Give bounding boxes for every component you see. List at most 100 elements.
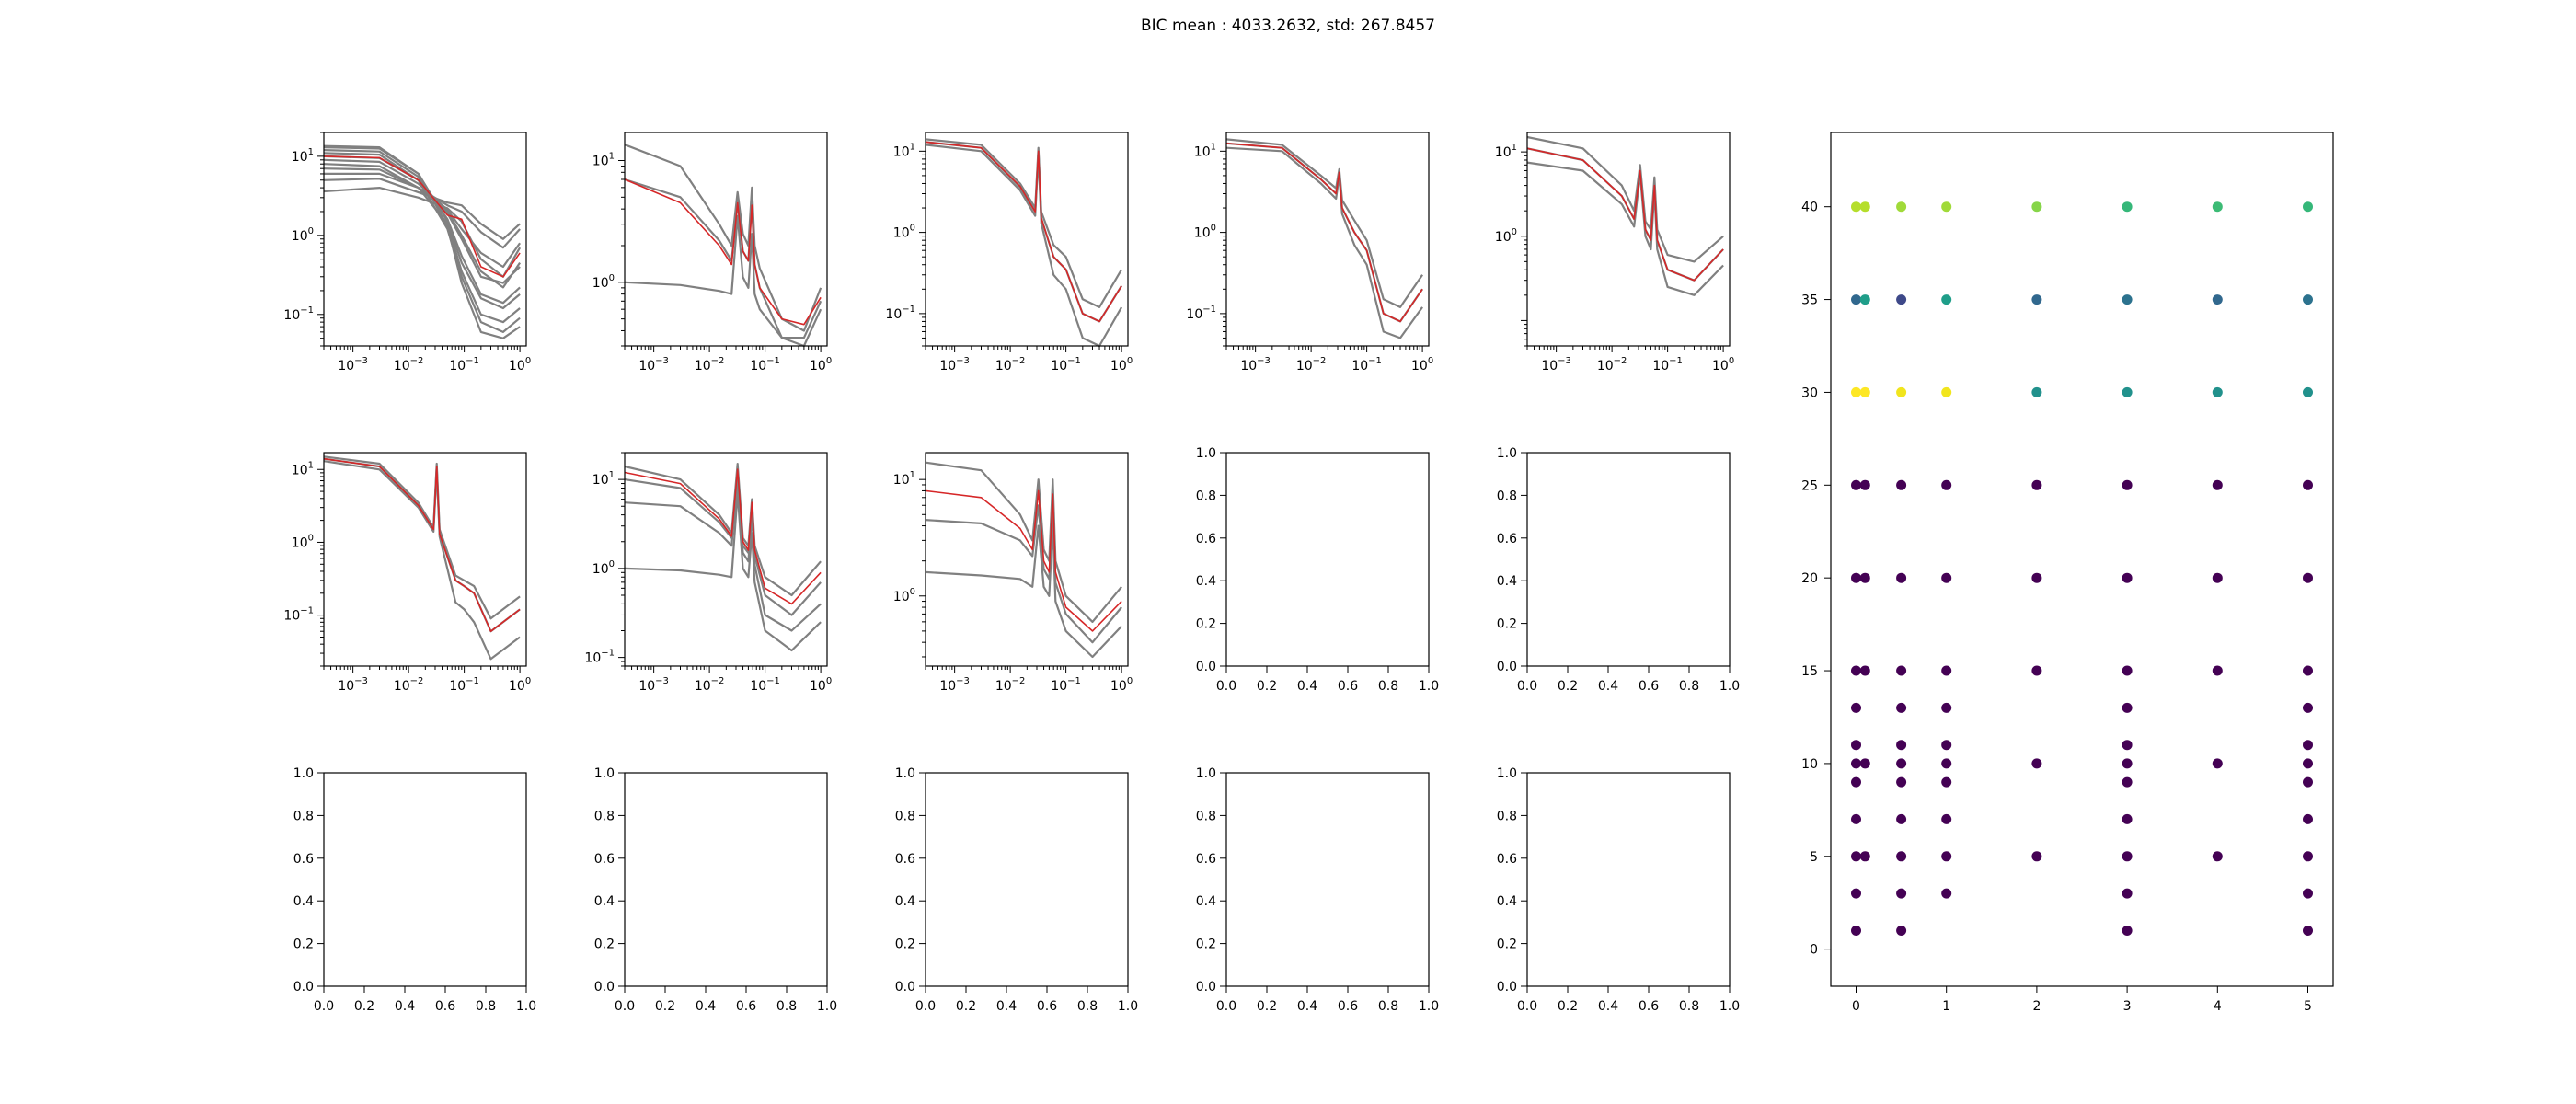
- y-tick-label: 10−1: [885, 305, 915, 322]
- axes-frame: [624, 132, 828, 347]
- empty-panel-row3-col4: 0.00.0 0.2 0.2 0.4 0.4 0.6 0.6 0.8 0.8 1.0 1.0: [1196, 766, 1439, 1014]
- mean-curve: [1225, 143, 1423, 323]
- axes-frame: [1526, 452, 1731, 667]
- y-tick-label: 0.4: [895, 894, 915, 909]
- x-tick-label: 0.8: [1077, 999, 1098, 1014]
- y-tick-label: 1.0: [1196, 446, 1216, 461]
- scatter-point: [1851, 665, 1861, 676]
- scatter-point: [2303, 776, 2313, 788]
- y-tick-label: 1.0: [293, 766, 314, 781]
- y-tick-label: 101: [292, 460, 314, 477]
- x-tick-label: 100: [1110, 676, 1133, 694]
- x-tick-label: 0.2: [655, 999, 675, 1014]
- x-tick-label: 0.2: [1257, 999, 1277, 1014]
- x-tick-label: 10−3: [939, 676, 970, 694]
- scatter-point: [2031, 201, 2042, 213]
- scatter-point: [2303, 740, 2313, 751]
- x-tick-label: 5: [2304, 999, 2312, 1014]
- x-tick-label: 10−2: [394, 676, 424, 694]
- scatter-point: [1851, 851, 1861, 862]
- y-tick-label: 0.6: [1497, 532, 1517, 546]
- x-tick-label: 0.4: [1598, 679, 1618, 694]
- empty-panel-row2-col5: 0.00.0 0.2 0.2 0.4 0.4 0.6 0.6 0.8 0.8 1.0 1.0: [1497, 446, 1740, 694]
- y-tick-label: 0.8: [1497, 489, 1517, 503]
- scatter-point: [1896, 572, 1907, 583]
- y-tick-label: 5: [1810, 850, 1818, 865]
- scatter-point: [1851, 386, 1861, 397]
- y-tick-label: 0.4: [1497, 574, 1517, 589]
- y-tick-label: 0.8: [1497, 809, 1517, 823]
- series-curve: [323, 163, 521, 324]
- scatter-point: [2122, 294, 2133, 305]
- series-curve: [624, 492, 822, 652]
- series-curve: [323, 167, 521, 249]
- axes-frame: [1225, 772, 1430, 987]
- y-tick-label: 0.8: [895, 809, 915, 823]
- series-curve: [1225, 146, 1423, 339]
- series-curve: [324, 172, 522, 289]
- series-curve: [323, 149, 521, 305]
- x-tick-label: 1.0: [1118, 999, 1138, 1014]
- axes-frame: [1526, 132, 1731, 347]
- y-tick-label: 15: [1801, 664, 1818, 679]
- x-tick-label: 10−3: [939, 356, 970, 374]
- series-curve: [624, 463, 822, 597]
- x-tick-label: 10−2: [695, 676, 725, 694]
- y-tick-label: 0.0: [594, 980, 615, 995]
- x-tick-label: 4: [2214, 999, 2222, 1014]
- scatter-point: [1941, 888, 1952, 899]
- x-tick-label: 100: [1110, 356, 1133, 374]
- scatter-point: [1941, 572, 1952, 583]
- series-curve: [323, 146, 521, 339]
- x-tick-label: 0.8: [776, 999, 797, 1014]
- empty-panel-row3-col3: 0.00.0 0.2 0.2 0.4 0.4 0.6 0.6 0.8 0.8 1.0 1.0: [895, 766, 1138, 1014]
- x-tick-label: 10−1: [1652, 356, 1683, 374]
- scatter-point: [2031, 572, 2042, 583]
- x-tick-label: 10−2: [995, 356, 1026, 374]
- scatter-point: [1851, 201, 1861, 213]
- x-tick-label: 0: [1852, 999, 1860, 1014]
- y-tick-label: 40: [1801, 201, 1818, 215]
- y-tick-label: 0.0: [1497, 660, 1517, 674]
- y-tick-label: 101: [292, 147, 314, 165]
- x-tick-label: 0.2: [956, 999, 976, 1014]
- y-tick-label: 0: [1810, 943, 1818, 958]
- scatter-point: [2122, 201, 2133, 213]
- y-tick-label: 0.6: [594, 852, 615, 867]
- scatter-point: [2303, 479, 2313, 490]
- x-tick-label: 0.2: [1558, 679, 1578, 694]
- x-tick-label: 0.6: [1639, 999, 1659, 1014]
- x-tick-label: 10−1: [449, 676, 479, 694]
- x-tick-label: 0.0: [615, 999, 635, 1014]
- mean-curve: [925, 141, 1122, 323]
- y-tick-label: 10−1: [1186, 305, 1216, 322]
- y-tick-label: 100: [893, 224, 915, 241]
- series-curve: [925, 138, 1123, 308]
- y-tick-label: 0.6: [895, 852, 915, 867]
- y-tick-label: 10: [1801, 757, 1818, 772]
- y-tick-label: 101: [592, 151, 615, 168]
- x-tick-label: 10−3: [638, 356, 669, 374]
- scatter-point: [2031, 294, 2042, 305]
- scatter-point: [1851, 926, 1861, 936]
- y-tick-label: 0.2: [1196, 937, 1216, 952]
- scatter-point: [1851, 479, 1861, 490]
- scatter-point: [2122, 813, 2133, 824]
- x-tick-label: 0.0: [1216, 999, 1236, 1014]
- axes-frame: [925, 452, 1129, 667]
- x-tick-label: 0.8: [1679, 679, 1699, 694]
- scatter-point: [1941, 479, 1952, 490]
- series-curve: [323, 457, 521, 633]
- axes-frame: [1526, 772, 1731, 987]
- scatter-point: [1896, 851, 1907, 862]
- scatter-point: [2122, 776, 2133, 788]
- scatter-point: [1896, 740, 1907, 751]
- line-plot-panel-row2-col3: 10−3 10−2 10−1 100 100 101: [893, 452, 1133, 694]
- series-curve: [925, 144, 1123, 348]
- y-tick-label: 1.0: [1196, 766, 1216, 781]
- x-tick-label: 10−2: [995, 676, 1026, 694]
- x-tick-label: 10−2: [1597, 356, 1627, 374]
- scatter-point: [1859, 665, 1870, 676]
- x-tick-label: 0.6: [1639, 679, 1659, 694]
- axes-frame: [1225, 132, 1430, 347]
